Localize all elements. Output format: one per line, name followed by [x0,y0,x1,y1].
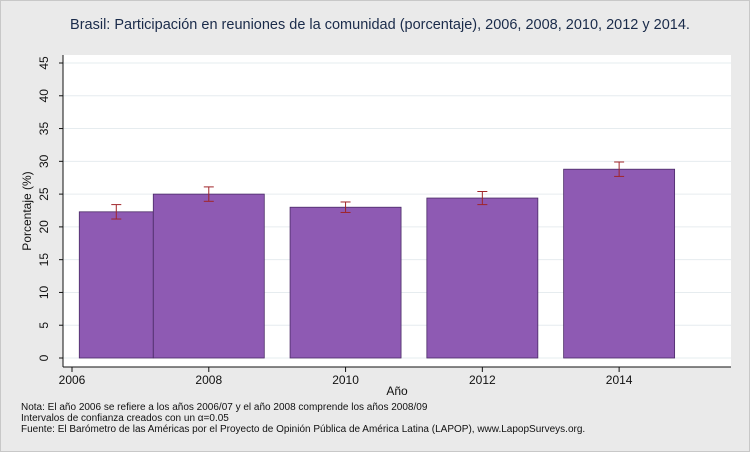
y-axis-label: Porcentaje (%) [20,171,34,250]
note-line: Intervalos de confianza creados con un α… [21,413,229,424]
y-tick-label: 20 [37,220,51,234]
bar [152,193,265,359]
x-ticks: 2006 2008 2010 2012 2014 [59,367,633,387]
x-tick-label: 2010 [332,373,359,387]
bar [289,206,402,359]
error-bars [111,161,625,220]
y-tick-label: 35 [37,122,51,136]
y-tick-label: 25 [37,187,51,201]
x-tick-label: 2014 [606,373,633,387]
x-tick-label: 2008 [195,373,222,387]
y-tick-label: 45 [37,56,51,70]
note-line: Nota: El año 2006 se refiere a los años … [21,402,428,413]
y-tick-label: 30 [37,154,51,168]
note-line: Fuente: El Barómetro de las Américas por… [21,424,586,435]
bar [78,211,154,359]
chart-title: Brasil: Participación en reuniones de la… [70,17,690,33]
axes [62,55,731,368]
x-axis-label: Año [386,384,408,398]
y-tick-label: 5 [37,322,51,329]
y-tick-label: 0 [37,354,51,361]
bar [426,197,539,359]
y-tick-label: 40 [37,89,51,103]
y-tick-label: 10 [37,285,51,299]
y-ticks: 0 5 10 15 20 25 30 35 40 45 [37,56,63,361]
bar [563,168,676,359]
y-tick-label: 15 [37,253,51,267]
x-tick-label: 2006 [59,373,86,387]
x-tick-label: 2012 [469,373,496,387]
